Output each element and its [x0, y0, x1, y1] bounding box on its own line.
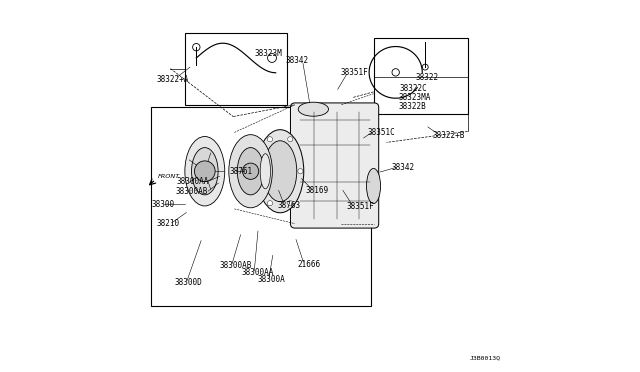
Ellipse shape — [191, 148, 218, 195]
Text: 38300AB: 38300AB — [175, 187, 208, 196]
Text: 38322B: 38322B — [399, 103, 426, 112]
Circle shape — [298, 169, 303, 174]
Ellipse shape — [257, 130, 304, 213]
Ellipse shape — [260, 154, 271, 189]
Text: 38210: 38210 — [156, 219, 180, 228]
Text: 38351F: 38351F — [340, 68, 368, 77]
FancyBboxPatch shape — [291, 103, 379, 228]
Circle shape — [268, 137, 273, 142]
Circle shape — [257, 169, 262, 174]
Circle shape — [288, 201, 293, 206]
Text: 38351F: 38351F — [347, 202, 374, 211]
Text: 38169: 38169 — [305, 186, 328, 195]
Circle shape — [195, 161, 215, 182]
Ellipse shape — [229, 135, 273, 208]
Circle shape — [193, 44, 200, 51]
Text: 38351C: 38351C — [367, 128, 395, 137]
Text: 38322+A: 38322+A — [157, 75, 189, 84]
Text: 38300: 38300 — [152, 200, 175, 209]
Ellipse shape — [185, 137, 225, 206]
Text: 38300AA: 38300AA — [177, 177, 209, 186]
Text: 38761: 38761 — [230, 167, 253, 176]
Text: 38323M: 38323M — [254, 49, 282, 58]
Ellipse shape — [264, 141, 297, 202]
Text: 38322C: 38322C — [399, 84, 427, 93]
Bar — [374, 38, 468, 114]
Text: 38763: 38763 — [278, 201, 301, 210]
Text: 38342: 38342 — [391, 163, 414, 172]
Text: FRONT: FRONT — [157, 174, 180, 179]
Ellipse shape — [298, 102, 328, 116]
Circle shape — [392, 69, 399, 76]
Text: J3B0013Q: J3B0013Q — [469, 355, 500, 360]
Circle shape — [243, 163, 259, 179]
Circle shape — [268, 54, 276, 62]
Text: 38342: 38342 — [285, 56, 308, 65]
Text: 38322+B: 38322+B — [433, 131, 465, 140]
Text: 38300AA: 38300AA — [242, 268, 274, 277]
Bar — [151, 107, 371, 306]
Bar — [185, 33, 287, 105]
Text: 21666: 21666 — [298, 260, 321, 269]
Ellipse shape — [367, 169, 381, 203]
Text: 38300A: 38300A — [257, 275, 285, 284]
Ellipse shape — [237, 148, 264, 195]
Text: 38300D: 38300D — [175, 278, 202, 287]
Text: 38300AB: 38300AB — [220, 261, 252, 270]
Circle shape — [268, 201, 273, 206]
Text: 38322: 38322 — [416, 73, 439, 81]
Circle shape — [422, 64, 428, 70]
Text: 38323MA: 38323MA — [399, 93, 431, 102]
Circle shape — [288, 137, 293, 142]
